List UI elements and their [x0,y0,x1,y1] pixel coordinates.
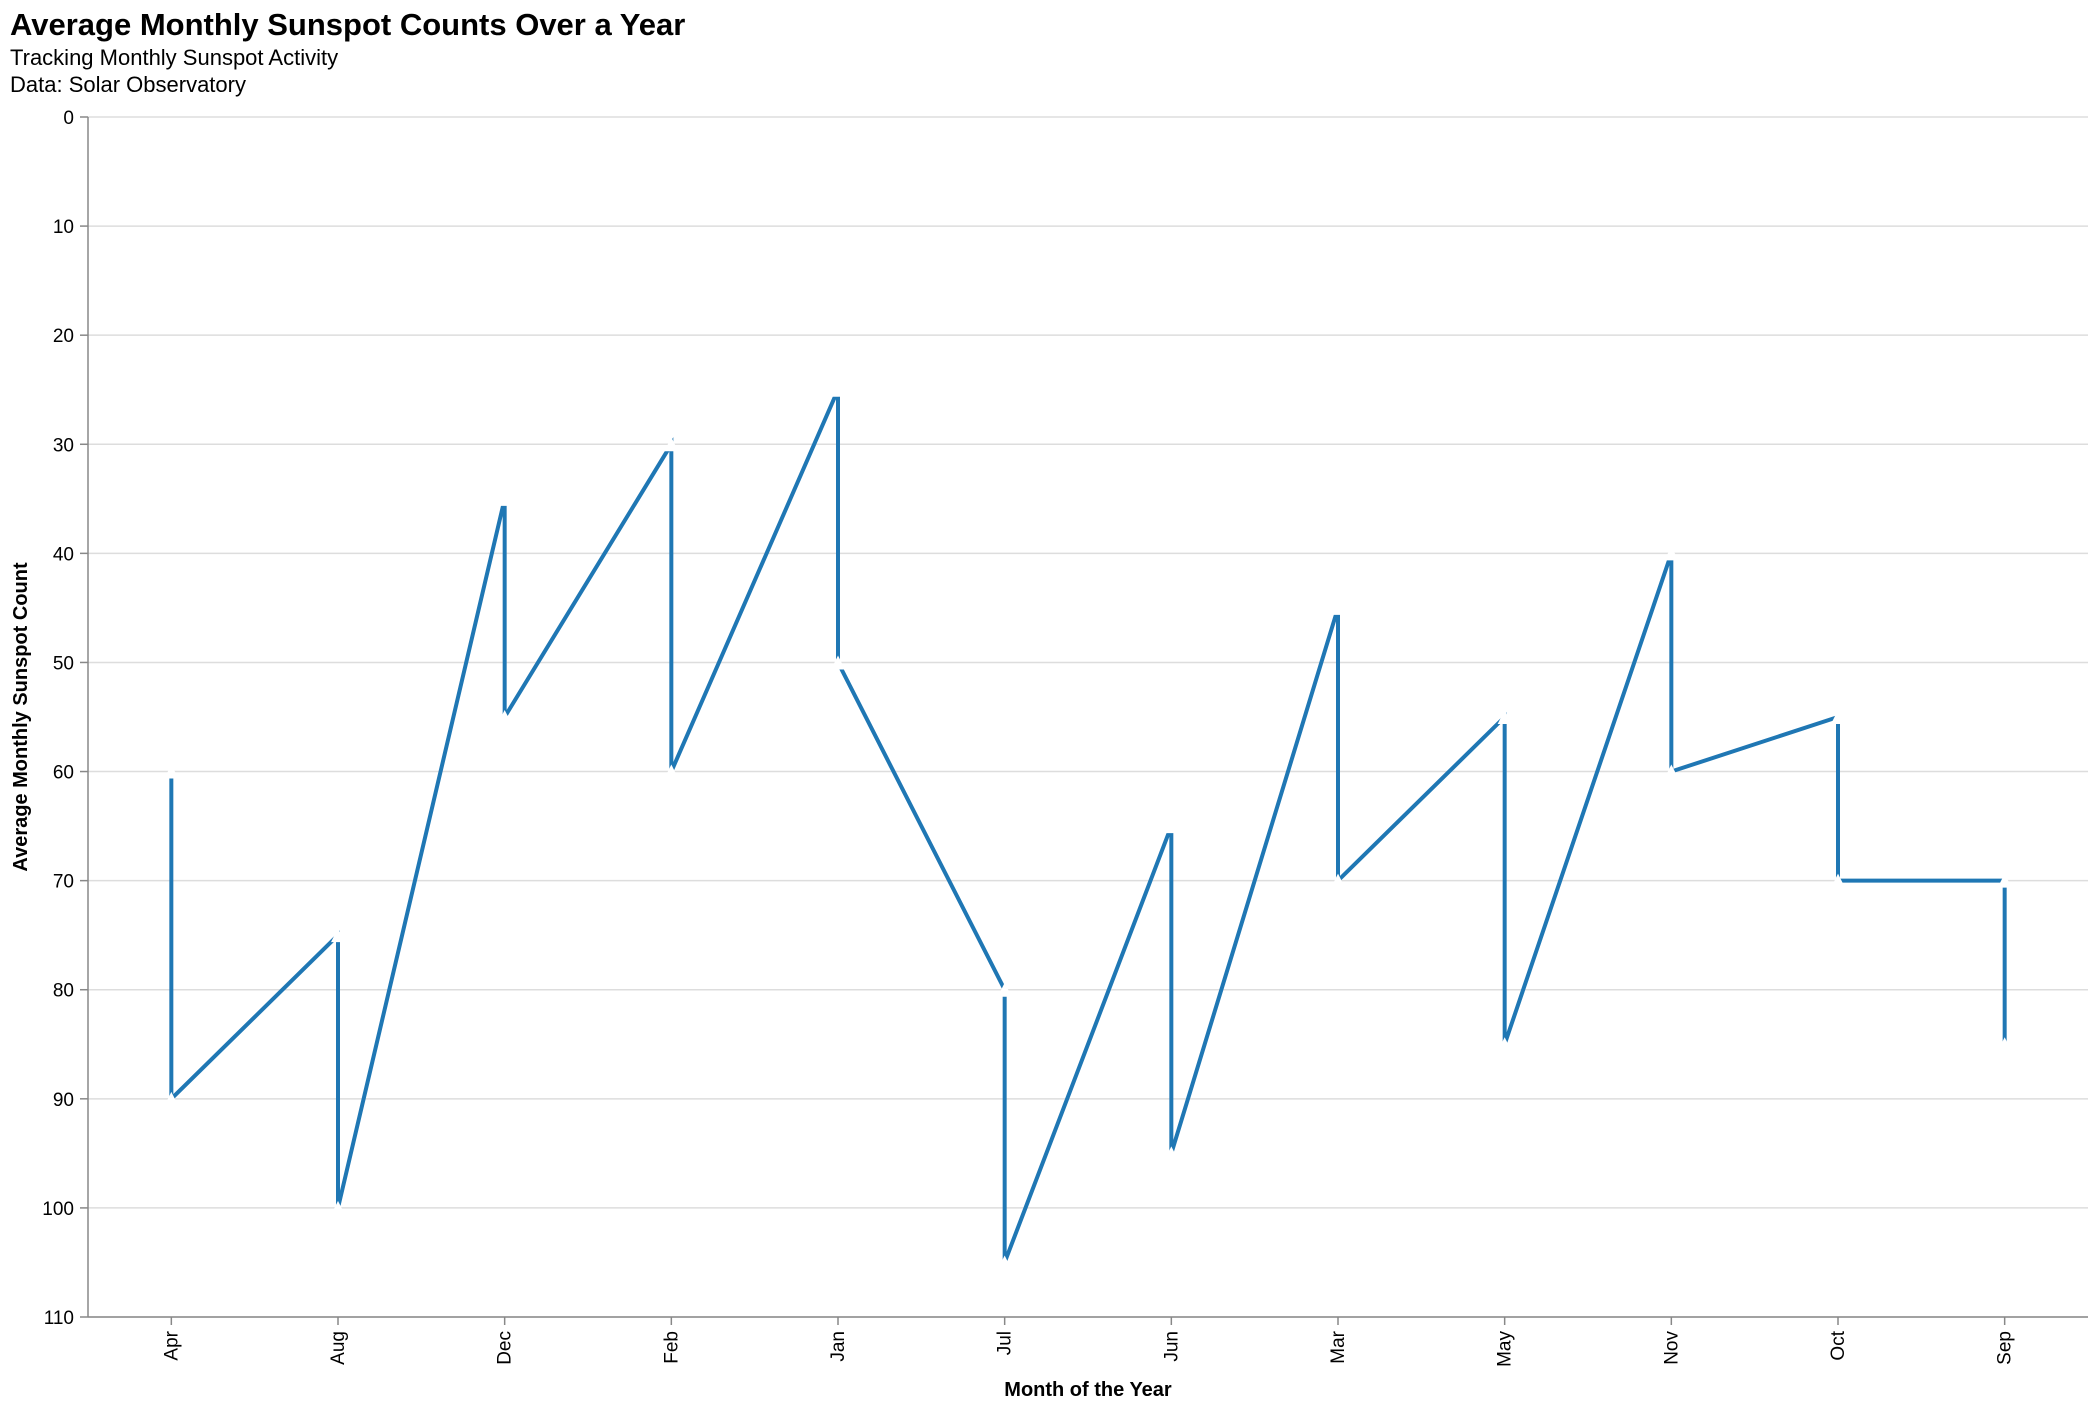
data-point-apr-60[interactable] [164,764,179,779]
data-point-nov-60[interactable] [1664,764,1679,779]
data-point-oct-70[interactable] [1831,873,1845,888]
x-axis-title: Month of the Year [1004,1379,1172,1401]
data-point-jan-25[interactable] [831,382,845,397]
data-point-jun-95[interactable] [1164,1146,1179,1161]
data-point-may-55[interactable] [1497,710,1512,724]
y-tick-label: 10 [53,217,74,238]
x-tick-label: Aug [328,1331,349,1365]
y-tick-label: 60 [53,763,74,784]
data-point-feb-30[interactable] [664,437,679,452]
y-tick-label: 70 [53,872,74,893]
x-tick-label: Jun [1161,1331,1182,1362]
gridlines [88,116,2088,1318]
y-tick-label: 80 [53,981,74,1002]
data-point-dec-55[interactable] [497,710,512,724]
x-tick-label: May [1495,1331,1516,1367]
data-point-feb-60[interactable] [664,764,679,779]
data-point-aug-75[interactable] [331,928,345,943]
x-tick-label: Jul [995,1331,1016,1355]
chart-subtitle-line-2: Data: Solar Observatory [10,72,246,97]
y-tick-label: 20 [53,326,74,347]
y-tick-label: 40 [53,544,74,565]
y-tick-label: 90 [53,1090,74,1111]
series-sunspot-count [164,382,2012,1270]
title-block: Average Monthly Sunspot Counts Over a Ye… [10,6,685,98]
data-point-mar-45[interactable] [1331,600,1345,615]
x-tick-label: Nov [1661,1331,1682,1365]
data-point-jan-50[interactable] [831,655,845,670]
y-tick-label: 0 [63,108,74,129]
y-tick-label: 110 [44,1308,74,1329]
data-point-sep-70[interactable] [1997,873,2012,888]
y-tick-label: 100 [42,1199,74,1220]
y-axis-title: Average Monthly Sunspot Count [10,562,32,872]
x-tick-label: Apr [161,1330,182,1360]
x-tick-label: Sep [1995,1331,2016,1365]
data-point-may-85[interactable] [1497,1037,1512,1052]
data-point-nov-40[interactable] [1664,546,1679,561]
data-point-oct-55[interactable] [1831,710,1845,724]
data-point-jul-105[interactable] [997,1255,1012,1270]
series-line [169,388,2007,1264]
x-tick-label: Dec [495,1331,516,1365]
x-tick-label: Mar [1328,1330,1349,1363]
axes: 0 10 20 30 40 50 60 70 80 90 100 110 Apr Aug Dec Feb Jan… [42,108,2088,1367]
data-point-jun-65[interactable] [1164,819,1179,834]
chart-title: Average Monthly Sunspot Counts Over a Ye… [10,7,686,42]
data-point-aug-100[interactable] [331,1200,345,1215]
x-tick-label: Feb [661,1331,682,1364]
y-tick-label: 50 [53,653,74,674]
data-point-mar-70[interactable] [1331,873,1345,888]
data-point-dec-35[interactable] [497,491,512,506]
chart-subtitle-line-1: Tracking Monthly Sunspot Activity [10,45,339,70]
data-point-sep-85[interactable] [1997,1037,2012,1052]
x-tick-label: Jan [828,1331,849,1362]
x-tick-label: Oct [1828,1330,1849,1360]
y-tick-label: 30 [53,435,74,456]
data-point-jul-80[interactable] [997,982,1012,997]
data-point-apr-90[interactable] [164,1091,179,1106]
